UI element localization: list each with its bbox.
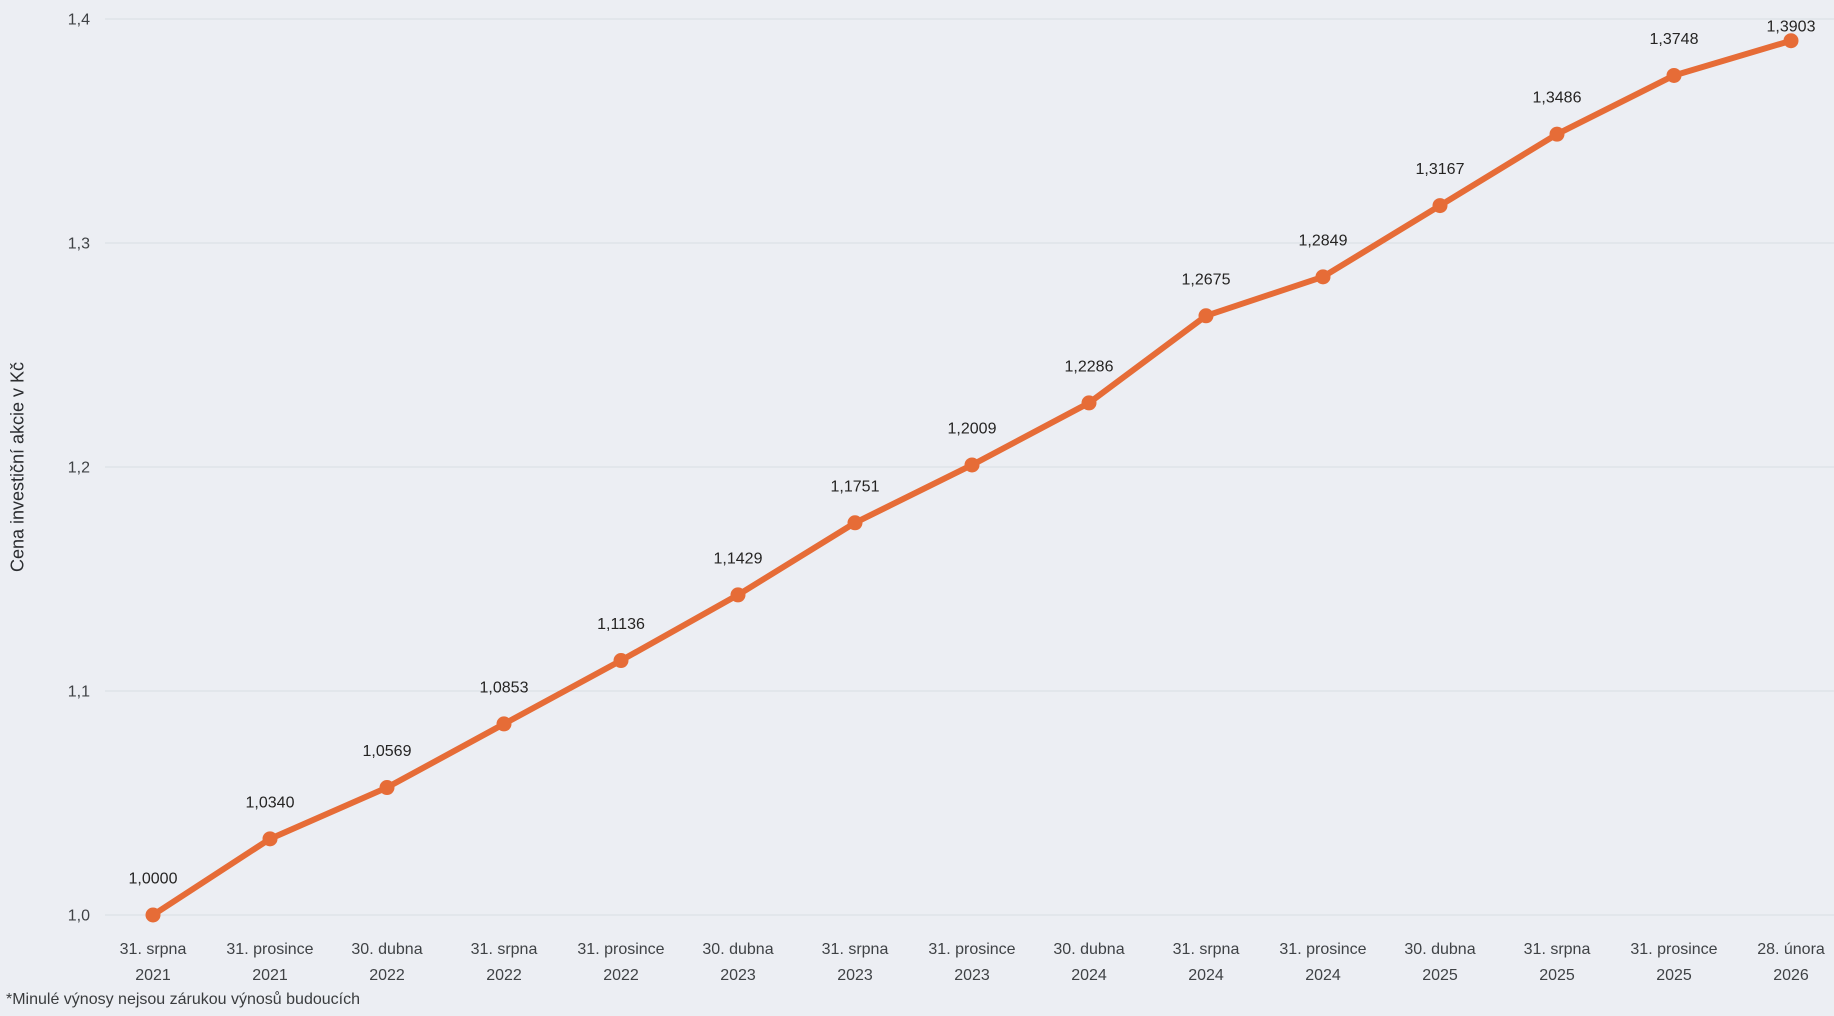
data-label: 1,3486 (1533, 90, 1582, 107)
series-line (150, 37, 1794, 918)
x-tick-label: 31. prosince (226, 941, 313, 958)
data-label: 1,0000 (129, 871, 178, 888)
data-label: 1,1136 (597, 616, 645, 633)
footnote: *Minulé výnosy nejsou zárukou výnosů bud… (6, 991, 360, 1008)
data-label: 1,0569 (363, 743, 412, 760)
x-tick-year: 2024 (1188, 967, 1224, 984)
x-tick-year: 2024 (1071, 967, 1107, 984)
x-tick-label: 31. srpna (120, 941, 187, 958)
x-tick-label: 31. prosince (928, 941, 1015, 958)
data-label: 1,3903 (1767, 19, 1816, 36)
x-tick-label: 31. srpna (1524, 941, 1591, 958)
x-tick-year: 2022 (486, 967, 522, 984)
x-tick-label: 31. prosince (577, 941, 664, 958)
y-tick-label: 1,3 (68, 236, 90, 253)
data-point[interactable] (613, 653, 629, 669)
x-tick-label: 31. srpna (822, 941, 889, 958)
y-tick-label: 1,2 (68, 460, 90, 477)
x-tick-year: 2021 (135, 967, 171, 984)
x-tick-year: 2023 (720, 967, 756, 984)
data-label: 1,0340 (246, 794, 295, 811)
data-label: 1,2675 (1182, 271, 1231, 288)
x-tick-year: 2023 (954, 967, 990, 984)
y-tick-label: 1,1 (68, 684, 90, 701)
data-label: 1,3748 (1650, 31, 1699, 48)
x-tick-year: 2025 (1422, 967, 1458, 984)
y-axis-title: Cena investiční akcie v Kč (7, 361, 28, 573)
data-point[interactable] (262, 831, 278, 847)
x-tick-year: 2023 (837, 967, 873, 984)
x-tick-label: 31. prosince (1279, 941, 1366, 958)
data-label: 1,2009 (948, 420, 997, 437)
data-label: 1,1429 (714, 550, 763, 567)
x-tick-label: 30. dubna (1053, 941, 1124, 958)
data-point[interactable] (1666, 67, 1682, 83)
x-tick-label: 28. února (1757, 941, 1825, 958)
data-point[interactable] (1432, 198, 1448, 214)
data-point[interactable] (1315, 269, 1331, 285)
x-tick-label: 31. srpna (471, 941, 538, 958)
x-tick-year: 2025 (1656, 967, 1692, 984)
y-tick-label: 1,0 (68, 908, 90, 925)
data-point[interactable] (1198, 308, 1214, 324)
data-point[interactable] (379, 780, 395, 796)
data-point[interactable] (1549, 126, 1565, 142)
data-label: 1,2286 (1065, 358, 1114, 375)
x-tick-year: 2022 (369, 967, 405, 984)
data-point[interactable] (847, 515, 863, 531)
x-tick-label: 30. dubna (1404, 941, 1475, 958)
x-tick-year: 2024 (1305, 967, 1341, 984)
data-label: 1,1751 (831, 478, 880, 495)
x-tick-year: 2021 (252, 967, 288, 984)
data-label: 1,3167 (1416, 161, 1465, 178)
data-label: 1,0853 (480, 679, 529, 696)
x-tick-year: 2026 (1773, 967, 1809, 984)
x-tick-label: 30. dubna (702, 941, 773, 958)
data-point[interactable] (730, 587, 746, 603)
x-tick-year: 2022 (603, 967, 639, 984)
x-tick-label: 30. dubna (351, 941, 422, 958)
data-point[interactable] (964, 457, 980, 473)
data-point[interactable] (1783, 33, 1799, 49)
data-label: 1,2849 (1299, 232, 1348, 249)
x-tick-label: 31. srpna (1173, 941, 1240, 958)
y-tick-label: 1,4 (68, 12, 90, 29)
x-tick-year: 2025 (1539, 967, 1575, 984)
data-point[interactable] (1081, 395, 1097, 411)
data-point[interactable] (145, 907, 161, 923)
data-point[interactable] (496, 716, 512, 732)
x-tick-label: 31. prosince (1630, 941, 1717, 958)
